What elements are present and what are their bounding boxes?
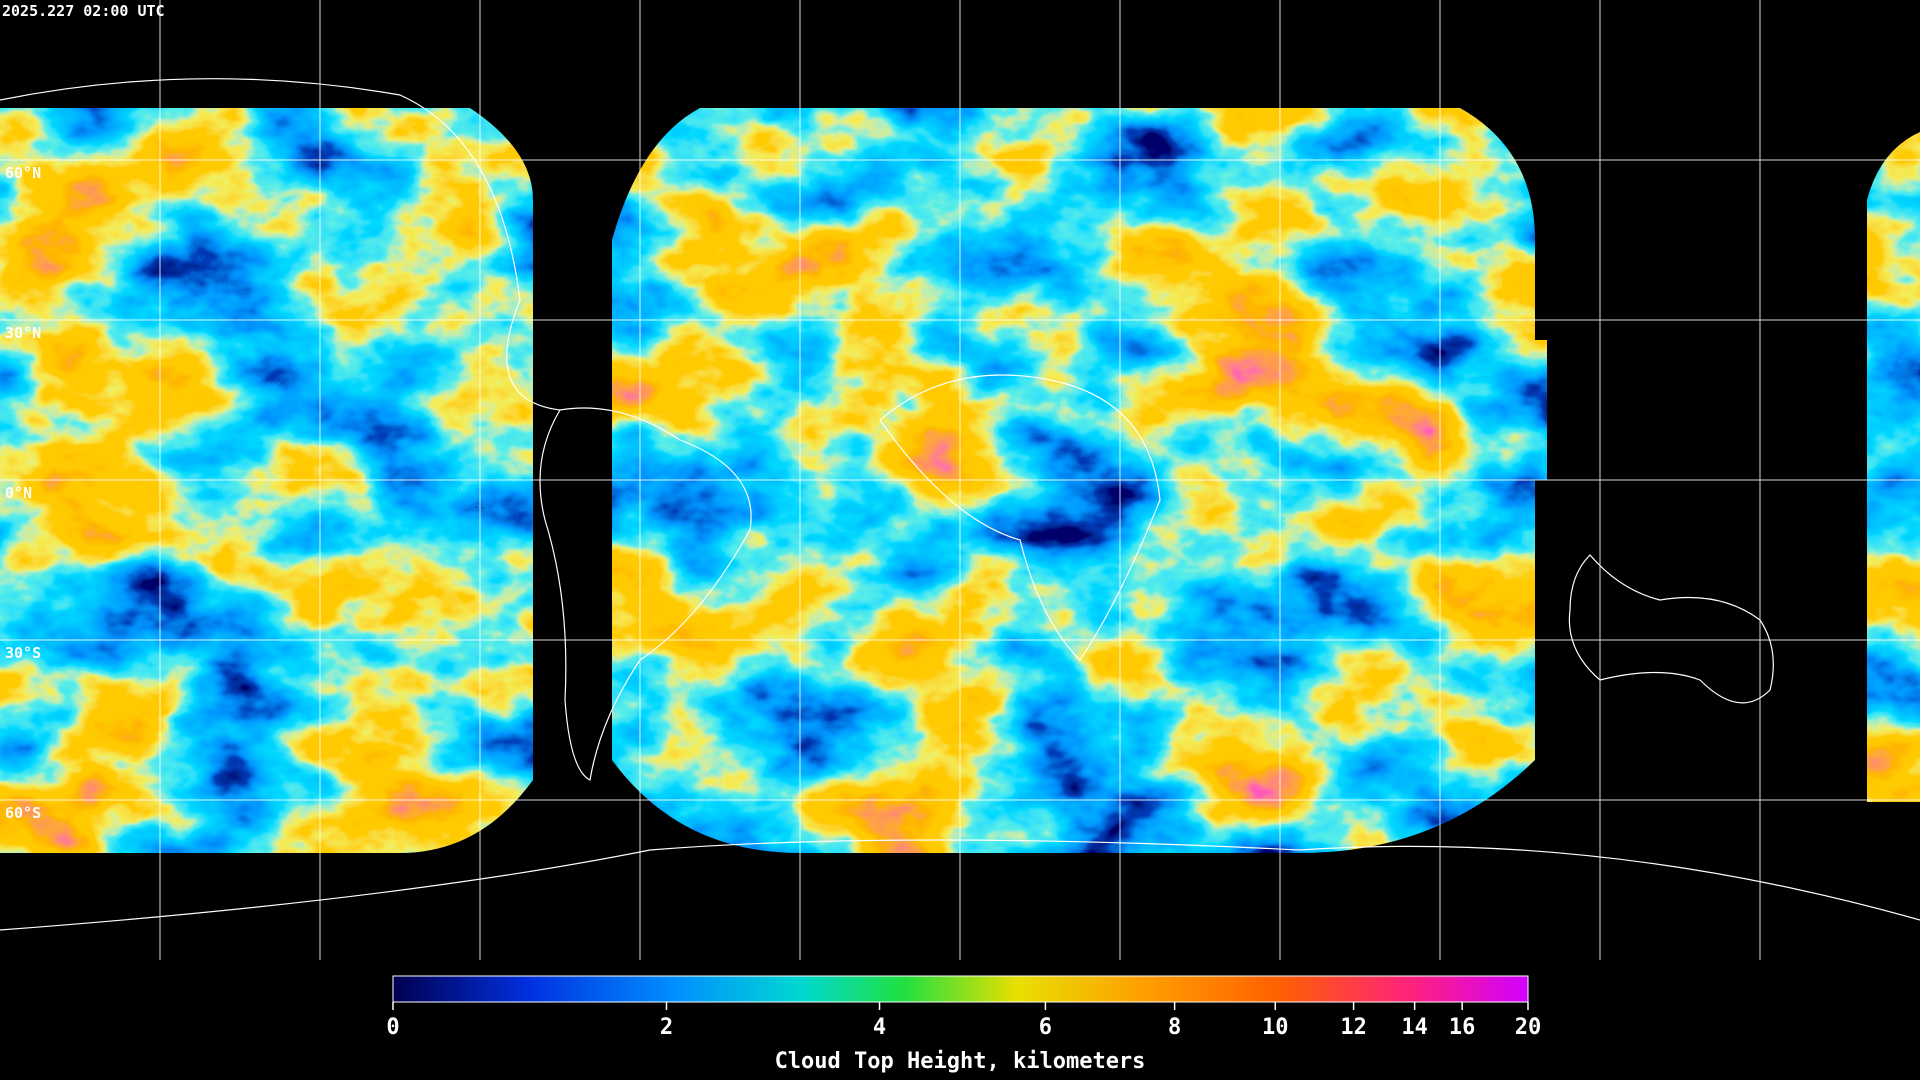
africa-outline [879,374,1161,661]
colorbar-title: Cloud Top Height, kilometers [775,1049,1146,1074]
north-america-outline [0,78,561,411]
antarctica-outline [0,839,1920,931]
latitude-label: 60°S [5,804,41,822]
coastlines [0,78,1920,931]
colorbar-tick-label: 0 [386,1015,399,1040]
south-america-outline [539,407,752,781]
latitude-label: 30°N [5,324,41,342]
colorbar-tick-label: 2 [660,1015,673,1040]
colorbar-tick-label: 4 [873,1015,886,1040]
colorbar-tick-label: 16 [1449,1015,1476,1040]
colorbar-tick-label: 14 [1401,1015,1428,1040]
latitude-label: 60°N [5,164,41,182]
latitude-label: 30°S [5,644,41,662]
graticule [0,0,1920,960]
colorbar-gradient [392,975,1529,1003]
colorbar: 0 2 4 6 8 10 12 14 16 20 [386,975,1542,1040]
latitude-labels: 60°N 30°N 0°N 30°S 60°S [5,164,41,822]
australia-outline [1568,554,1774,704]
timestamp: 2025.227 02:00 UTC [2,2,165,20]
colorbar-tick-label: 10 [1262,1015,1289,1040]
colorbar-tick-label: 8 [1168,1015,1181,1040]
colorbar-tick-label: 12 [1340,1015,1367,1040]
colorbar-tick-label: 20 [1515,1015,1542,1040]
latitude-label: 0°N [5,484,32,502]
colorbar-tick-label: 6 [1039,1015,1052,1040]
